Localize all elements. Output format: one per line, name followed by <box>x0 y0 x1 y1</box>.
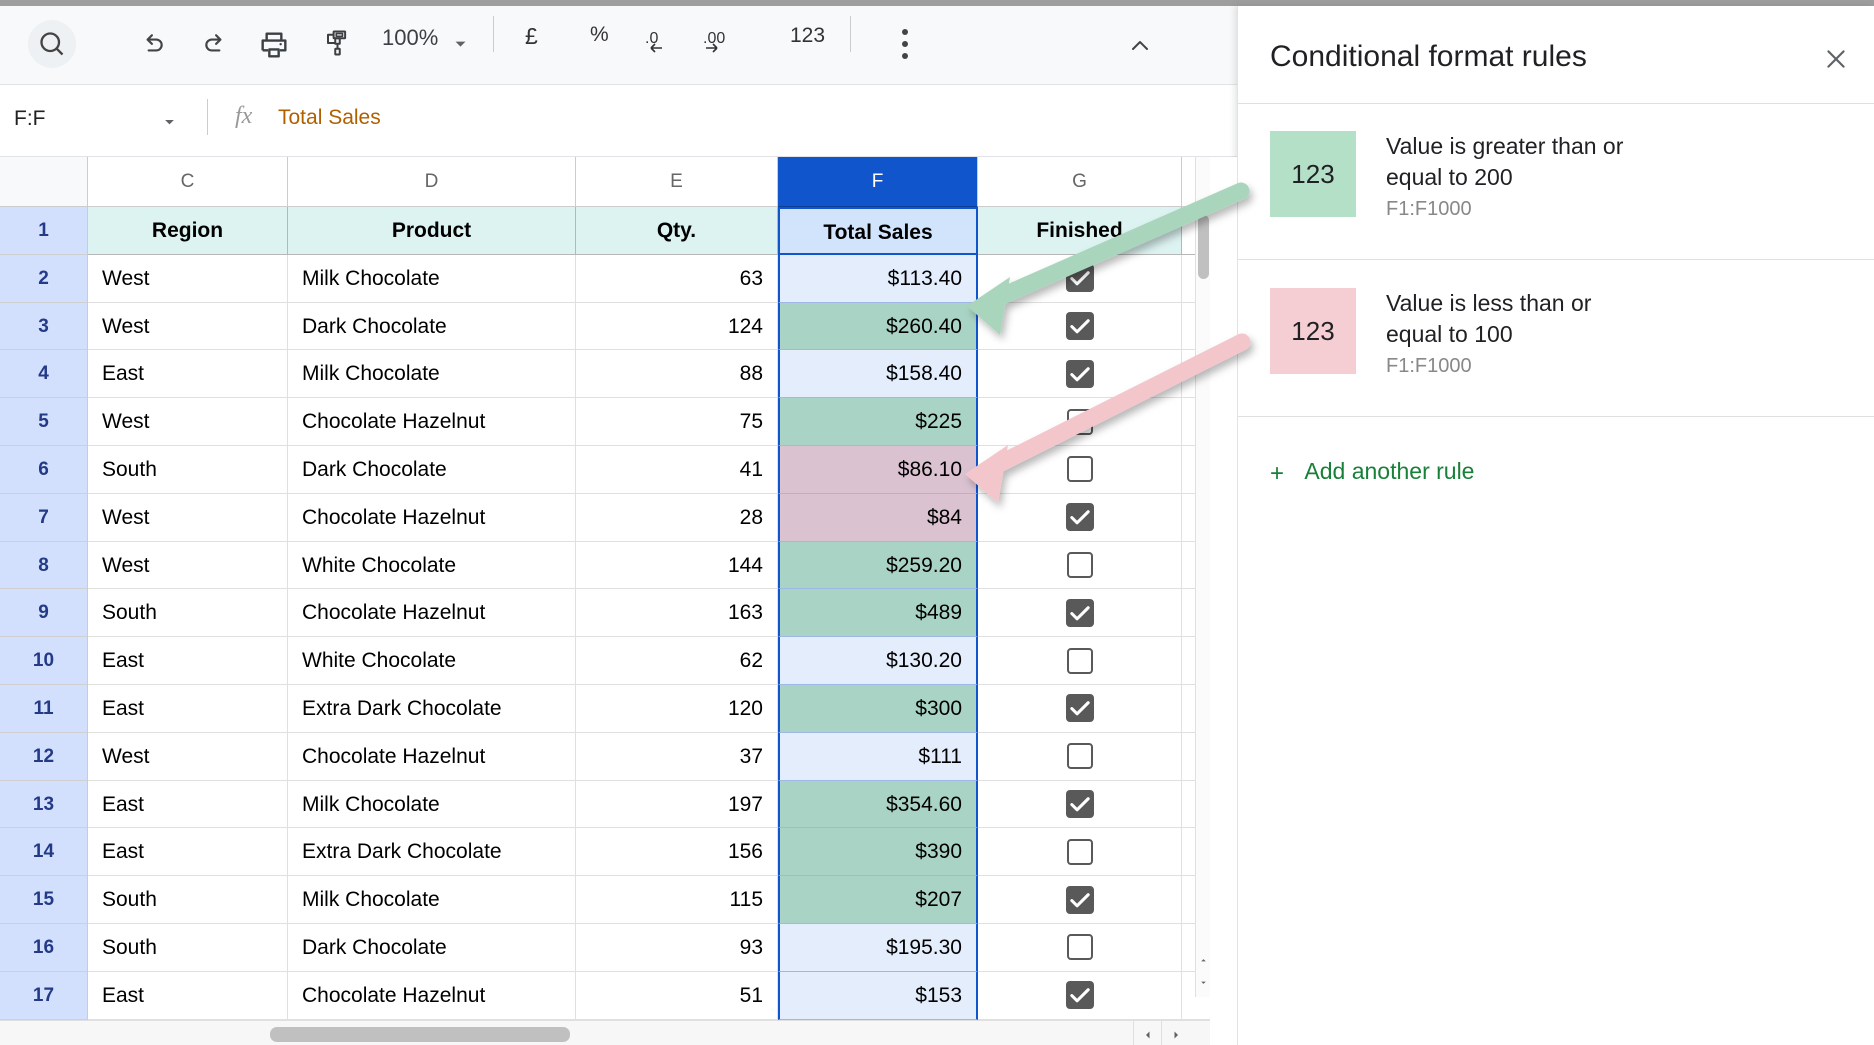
svg-text:.0: .0 <box>645 30 658 47</box>
